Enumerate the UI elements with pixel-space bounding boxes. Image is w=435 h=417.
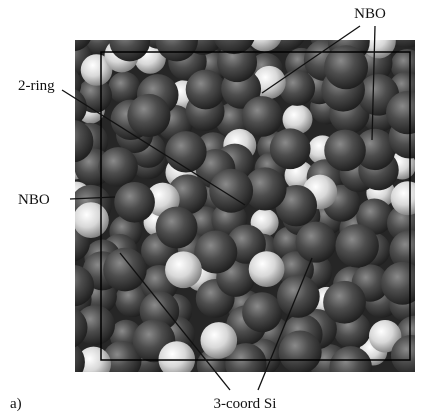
- atom: [213, 11, 256, 54]
- atom: [391, 181, 425, 215]
- atom: [247, 16, 283, 52]
- annotation: NBO: [354, 6, 386, 22]
- annotation: 2-ring: [18, 78, 55, 94]
- atom: [329, 346, 372, 389]
- atom: [44, 306, 87, 349]
- atom: [277, 275, 320, 318]
- annotation: NBO: [18, 192, 50, 208]
- annotation: 3-coord Si: [214, 396, 277, 412]
- atom: [279, 331, 322, 374]
- atom: [242, 96, 283, 137]
- atom: [186, 70, 226, 110]
- atom: [114, 182, 155, 223]
- atom: [209, 169, 253, 213]
- atom: [249, 251, 285, 287]
- atom: [127, 94, 170, 137]
- atom: [296, 222, 337, 263]
- atom: [386, 91, 429, 134]
- atom: [381, 262, 424, 305]
- atom: [109, 20, 150, 61]
- atom: [165, 131, 206, 172]
- atom: [156, 19, 198, 61]
- atom: [391, 335, 432, 376]
- atom: [98, 147, 138, 187]
- atom: [53, 265, 94, 306]
- atom: [51, 120, 94, 163]
- atom: [156, 207, 198, 249]
- atom: [42, 341, 85, 384]
- atom: [242, 292, 282, 332]
- atom: [103, 248, 147, 292]
- panel-label: a): [10, 396, 22, 412]
- atom: [270, 128, 311, 169]
- atom: [323, 281, 366, 324]
- atom: [73, 202, 109, 238]
- atom: [335, 224, 379, 268]
- figure: NBO 2-ring NBO 3-coord Si a): [0, 0, 435, 417]
- atom: [165, 251, 202, 288]
- atom: [200, 322, 237, 359]
- atom: [324, 130, 366, 172]
- atom: [53, 12, 93, 52]
